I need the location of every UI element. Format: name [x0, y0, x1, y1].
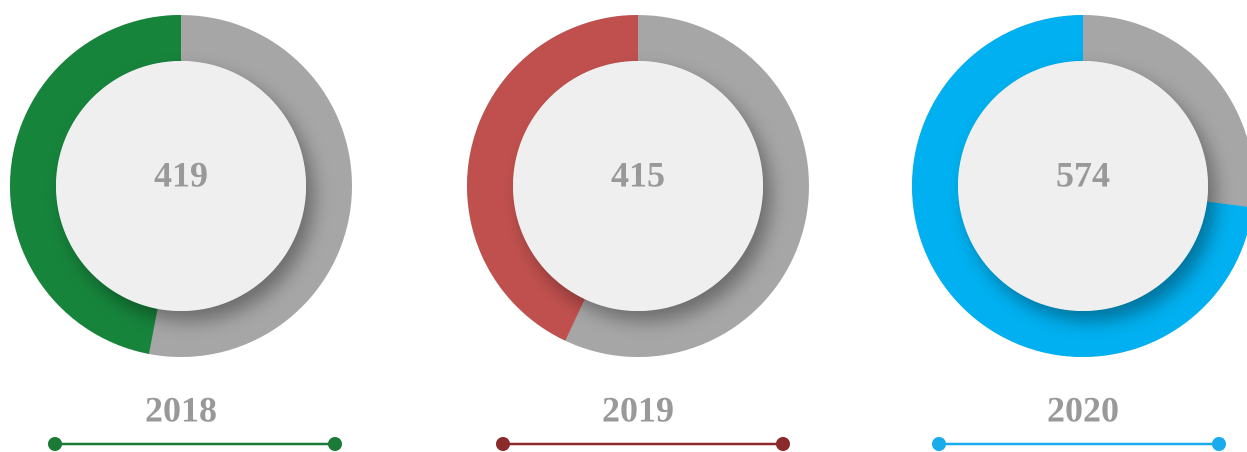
inner-circle — [958, 61, 1208, 311]
year-label: 2018 — [145, 389, 217, 429]
line-dot — [776, 437, 790, 451]
donut-value: 419 — [154, 154, 208, 194]
line-dot — [1212, 437, 1226, 451]
year-label: 2020 — [1047, 389, 1119, 429]
inner-circle — [513, 61, 763, 311]
line-dot — [932, 437, 946, 451]
line-dot — [328, 437, 342, 451]
year-label: 2019 — [602, 389, 674, 429]
donut-value: 574 — [1056, 154, 1110, 194]
donut-arc — [10, 15, 182, 354]
line-dot — [496, 437, 510, 451]
inner-circle — [56, 61, 306, 311]
donut-arc — [467, 15, 639, 341]
line-dot — [48, 437, 62, 451]
donut-value: 415 — [611, 154, 665, 194]
donut-arc — [912, 15, 1247, 357]
